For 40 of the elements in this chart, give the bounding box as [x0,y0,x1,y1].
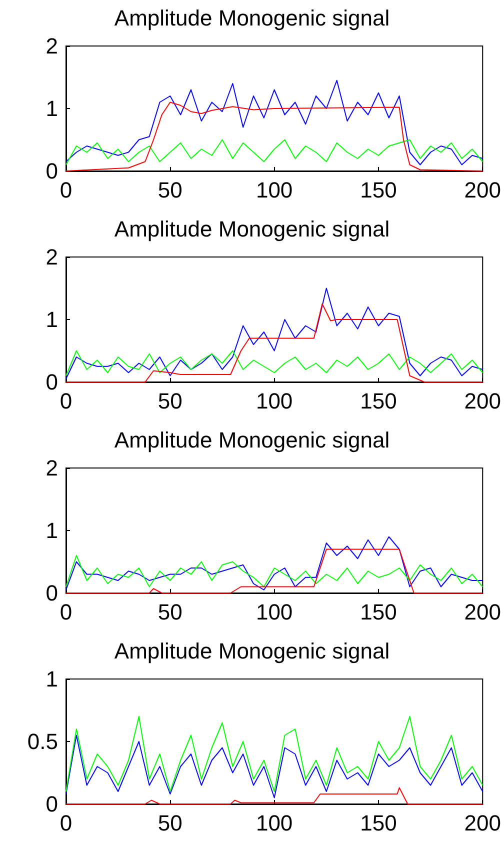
x-tick-label: 100 [256,388,293,414]
chart-title: Amplitude Monogenic signal [114,216,390,242]
x-tick-label: 50 [158,178,182,202]
x-tick-label: 100 [256,600,293,624]
y-tick-label: 0 [46,580,58,606]
y-tick-label: 2 [46,34,58,58]
y-tick-label: 1 [46,96,58,121]
chart-title: Amplitude Monogenic signal [114,6,390,30]
line-series [66,734,484,798]
y-tick-label: 0 [46,792,58,816]
x-tick-label: 100 [256,178,293,202]
x-tick-label: 50 [158,388,182,414]
x-tick-label: 150 [360,600,397,624]
x-tick-label: 150 [360,178,397,202]
x-tick-label: 150 [360,810,397,836]
y-tick-label: 1 [46,666,58,692]
x-tick-label: 100 [256,810,293,836]
line-series [66,139,484,166]
x-tick-label: 200 [464,600,502,624]
y-tick-label: 0.5 [27,729,58,754]
line-series [66,350,484,376]
line-series [66,80,484,166]
chart-title: Amplitude Monogenic signal [114,638,390,664]
y-tick-label: 0 [46,370,58,394]
x-tick-label: 200 [464,810,502,836]
y-tick-label: 2 [46,456,58,480]
x-tick-label: 150 [360,388,397,414]
line-series [66,555,484,588]
y-tick-label: 1 [46,307,58,332]
line-series [66,716,484,792]
line-series [66,288,484,380]
y-tick-label: 2 [46,244,58,270]
chart-title: Amplitude Monogenic signal [114,428,390,452]
x-tick-label: 50 [158,600,182,624]
y-tick-label: 1 [46,518,58,543]
x-tick-label: 200 [464,388,502,414]
x-tick-label: 50 [158,810,182,836]
line-series [66,536,484,590]
x-tick-label: 200 [464,178,502,202]
y-tick-label: 0 [46,158,58,184]
